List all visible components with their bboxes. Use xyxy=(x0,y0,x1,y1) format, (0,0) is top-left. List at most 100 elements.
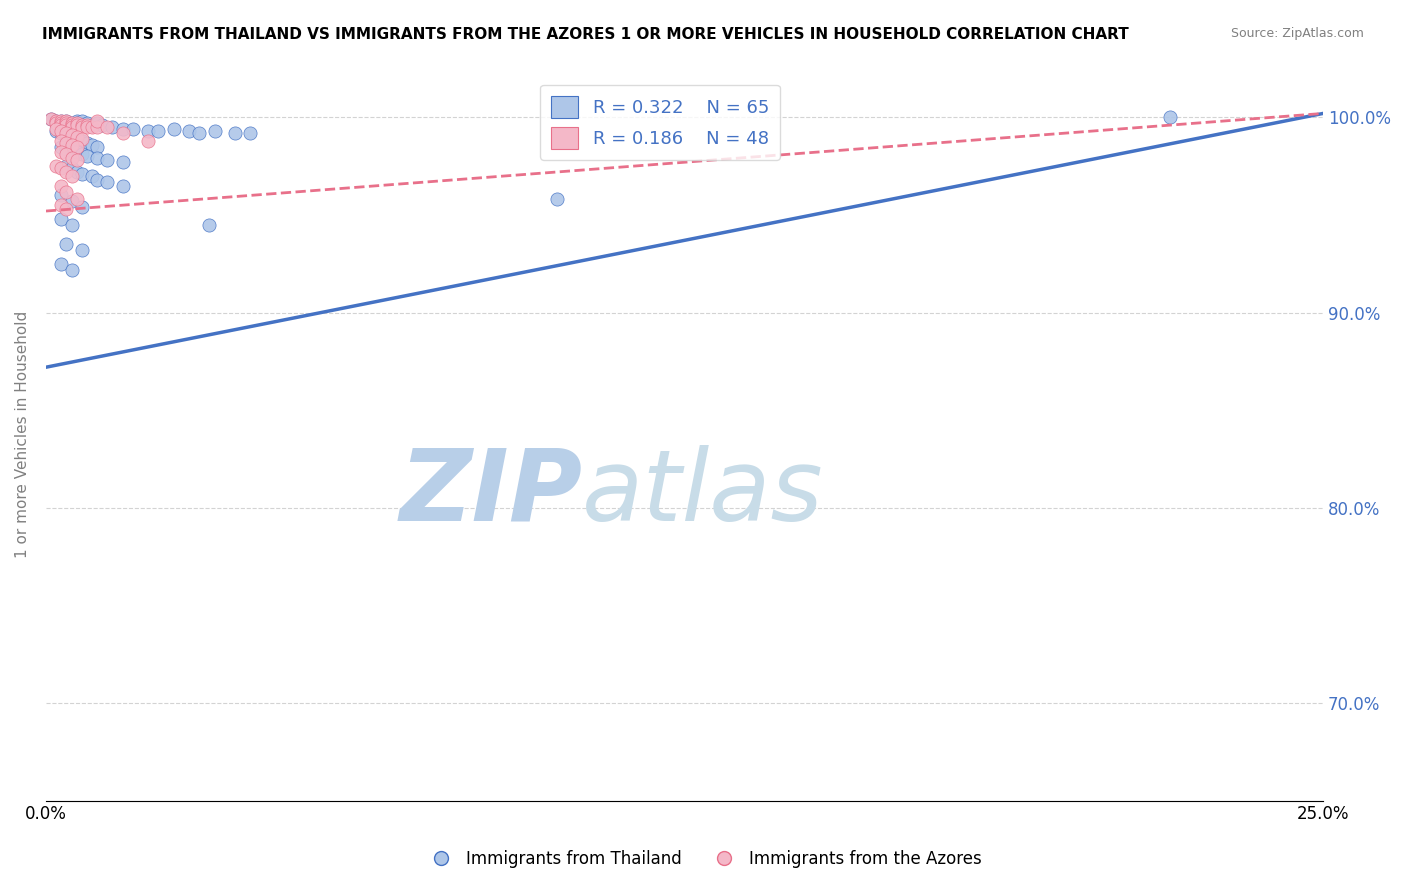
Point xyxy=(76,118,98,132)
Point xyxy=(45,116,67,130)
Point xyxy=(51,118,73,132)
Point xyxy=(96,153,118,168)
Point xyxy=(65,153,87,168)
Point xyxy=(55,114,77,128)
Point xyxy=(60,120,83,134)
Point xyxy=(55,114,77,128)
Point xyxy=(96,120,118,134)
Point xyxy=(45,114,67,128)
Point xyxy=(204,124,226,138)
Point xyxy=(45,116,67,130)
Point xyxy=(239,126,262,140)
Point xyxy=(70,134,93,148)
Y-axis label: 1 or more Vehicles in Household: 1 or more Vehicles in Household xyxy=(15,311,30,558)
Point xyxy=(136,124,159,138)
Point xyxy=(224,126,246,140)
Point xyxy=(51,134,73,148)
Point xyxy=(60,129,83,144)
Point xyxy=(60,116,83,130)
Point xyxy=(80,120,103,134)
Point xyxy=(65,118,87,132)
Point xyxy=(65,116,87,130)
Point xyxy=(86,173,108,187)
Point xyxy=(70,167,93,181)
Point xyxy=(51,124,73,138)
Point xyxy=(70,243,93,257)
Point xyxy=(55,136,77,150)
Point xyxy=(76,136,98,150)
Point xyxy=(55,237,77,252)
Point xyxy=(188,126,211,140)
Point xyxy=(39,112,62,127)
Point xyxy=(51,161,73,175)
Point xyxy=(55,159,77,173)
Point xyxy=(121,122,143,136)
Point xyxy=(51,114,73,128)
Point xyxy=(60,161,83,175)
Point xyxy=(70,118,93,132)
Point xyxy=(51,257,73,271)
Point xyxy=(70,132,93,146)
Point xyxy=(45,124,67,138)
Point xyxy=(55,116,77,130)
Point xyxy=(86,139,108,153)
Point xyxy=(60,262,83,277)
Point xyxy=(51,198,73,212)
Point xyxy=(65,114,87,128)
Point xyxy=(80,137,103,152)
Point xyxy=(111,126,134,140)
Point xyxy=(55,142,77,156)
Point xyxy=(111,122,134,136)
Point xyxy=(148,124,170,138)
Text: atlas: atlas xyxy=(582,444,824,541)
Point xyxy=(60,128,83,142)
Point xyxy=(60,194,83,209)
Point xyxy=(111,155,134,169)
Point xyxy=(45,159,67,173)
Text: Source: ZipAtlas.com: Source: ZipAtlas.com xyxy=(1230,27,1364,40)
Point xyxy=(39,112,62,127)
Point xyxy=(60,151,83,165)
Point xyxy=(65,192,87,206)
Point xyxy=(70,114,93,128)
Legend: Immigrants from Thailand, Immigrants from the Azores: Immigrants from Thailand, Immigrants fro… xyxy=(418,844,988,875)
Point xyxy=(70,120,93,134)
Point xyxy=(60,118,83,132)
Point xyxy=(45,122,67,136)
Text: ZIP: ZIP xyxy=(399,444,582,541)
Point xyxy=(65,116,87,130)
Point xyxy=(101,120,124,134)
Point xyxy=(177,124,200,138)
Point xyxy=(60,116,83,130)
Point xyxy=(55,147,77,161)
Point xyxy=(80,118,103,132)
Text: IMMIGRANTS FROM THAILAND VS IMMIGRANTS FROM THE AZORES 1 OR MORE VEHICLES IN HOU: IMMIGRANTS FROM THAILAND VS IMMIGRANTS F… xyxy=(42,27,1129,42)
Point xyxy=(60,118,83,132)
Point xyxy=(546,192,568,206)
Point xyxy=(60,137,83,152)
Point xyxy=(65,129,87,144)
Point xyxy=(55,185,77,199)
Point xyxy=(198,218,221,232)
Legend: R = 0.322    N = 65, R = 0.186    N = 48: R = 0.322 N = 65, R = 0.186 N = 48 xyxy=(540,85,780,160)
Point xyxy=(51,188,73,202)
Point xyxy=(80,169,103,183)
Point xyxy=(60,144,83,158)
Point xyxy=(45,114,67,128)
Point xyxy=(86,120,108,134)
Point xyxy=(70,200,93,214)
Point xyxy=(136,134,159,148)
Point xyxy=(86,114,108,128)
Point xyxy=(70,118,93,132)
Point xyxy=(70,147,93,161)
Point xyxy=(55,128,77,142)
Point xyxy=(65,145,87,160)
Point xyxy=(51,114,73,128)
Point xyxy=(51,116,73,130)
Point xyxy=(91,118,114,132)
Point xyxy=(65,139,87,153)
Point xyxy=(55,118,77,132)
Point xyxy=(65,165,87,179)
Point xyxy=(55,118,77,132)
Point xyxy=(86,151,108,165)
